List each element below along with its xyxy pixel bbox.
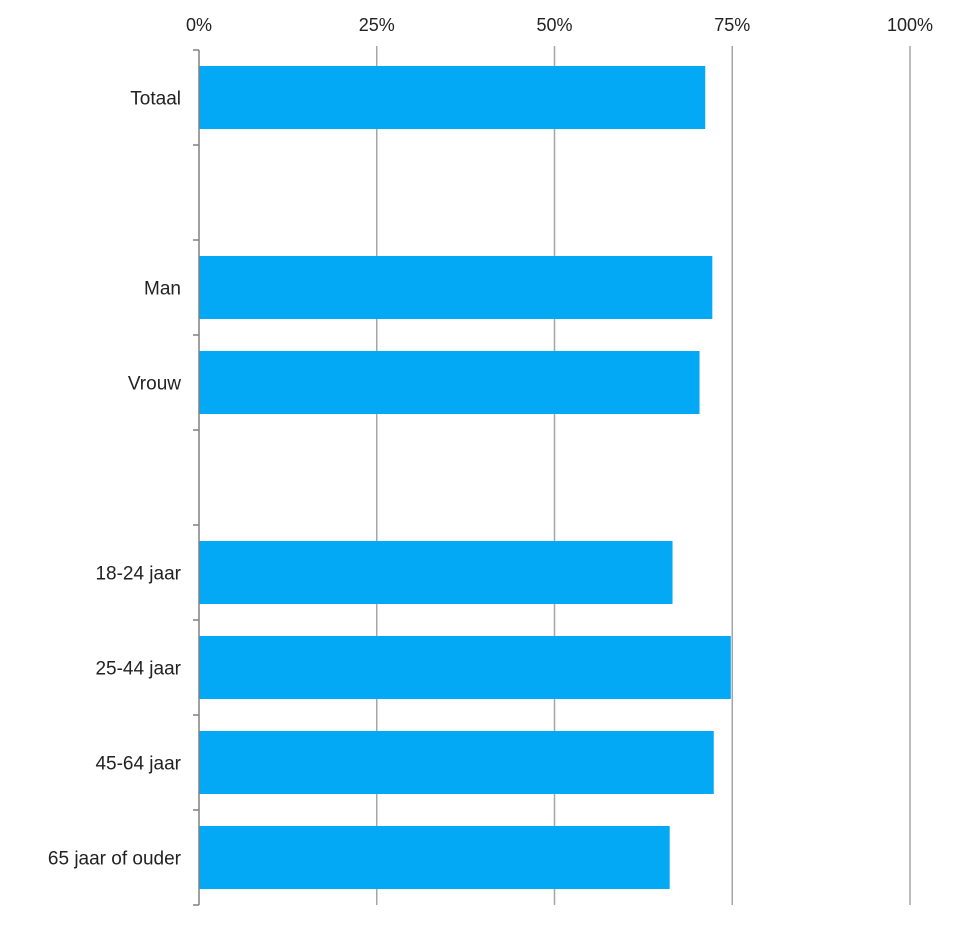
x-tick-label: 50% [536, 15, 572, 35]
bars [199, 66, 731, 889]
bar [199, 541, 673, 604]
bar [199, 256, 713, 319]
bar [199, 351, 700, 414]
category-labels: Totaal Man Vrouw 18-24 jaar 25-44 jaar 45-64 … [48, 89, 182, 870]
category-label: Vrouw [128, 374, 181, 395]
x-tick-label: 0% [186, 15, 212, 35]
x-tick-label: 75% [714, 15, 750, 35]
bar [199, 66, 706, 129]
category-label: 25-44 jaar [95, 659, 181, 680]
x-tick-label: 100% [887, 15, 933, 35]
category-axis [193, 49, 200, 906]
x-tick-label: 25% [359, 15, 395, 35]
bar [199, 636, 731, 699]
category-label: 18-24 jaar [95, 564, 181, 585]
category-label: 65 jaar of ouder [48, 849, 182, 870]
category-label: Man [144, 279, 181, 300]
value-axis-labels: 0% 25% 50% 75% 100% [186, 15, 933, 35]
bar [199, 731, 714, 794]
category-label: 45-64 jaar [95, 754, 181, 775]
category-label: Totaal [130, 89, 181, 110]
bar [199, 826, 670, 889]
